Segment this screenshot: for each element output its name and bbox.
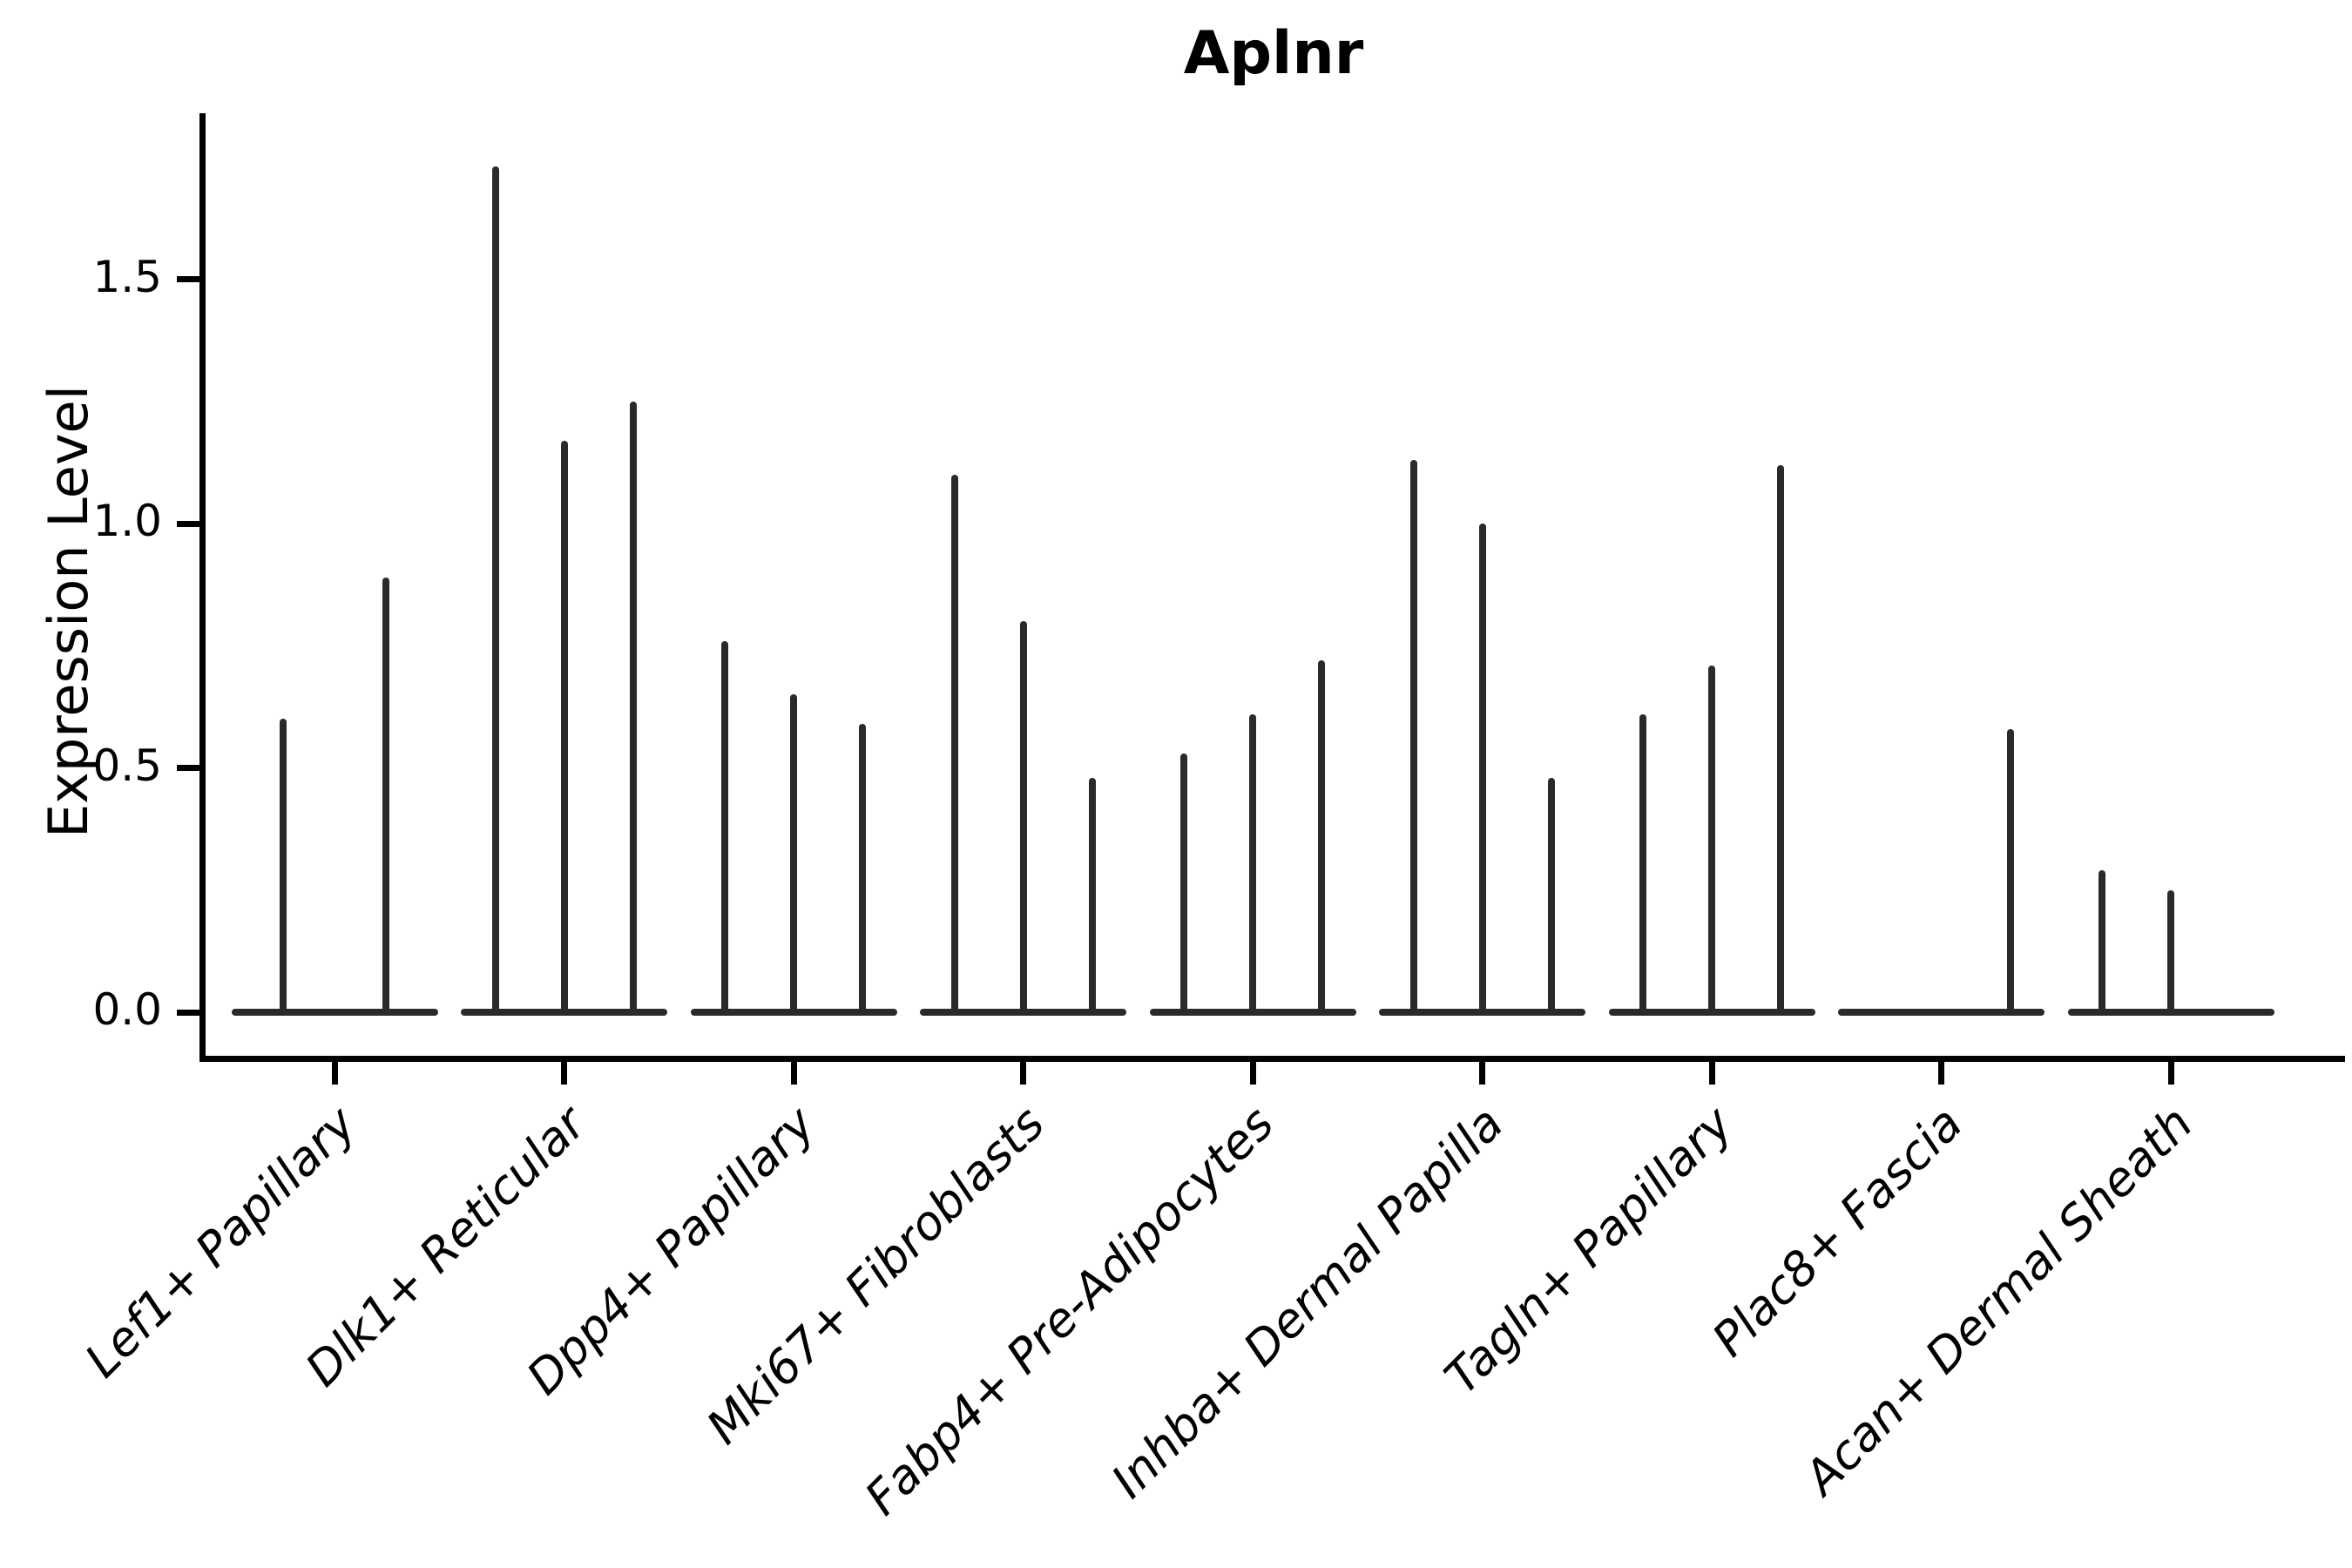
x-tick-mark — [1938, 1062, 1944, 1085]
y-tick-mark — [177, 520, 202, 527]
violin-spike — [859, 724, 866, 1014]
y-axis-spine — [199, 113, 206, 1062]
y-tick-mark — [177, 276, 202, 282]
y-tick-label: 1.5 — [92, 251, 162, 302]
violin-spike — [1318, 660, 1325, 1014]
violin-spike — [279, 719, 287, 1014]
y-tick-mark — [177, 765, 202, 771]
violin-baseline — [231, 1009, 438, 1016]
x-tick-mark — [1479, 1062, 1485, 1085]
violin-spike — [1708, 665, 1715, 1014]
y-tick-mark — [177, 1009, 202, 1016]
violin-spike — [1478, 524, 1486, 1014]
y-tick-label: 0.5 — [92, 740, 162, 791]
x-category-label: Inhba+ Dermal Papilla — [1101, 1096, 1515, 1509]
violin-baseline — [1838, 1009, 2044, 1016]
violin-spike — [2167, 889, 2174, 1014]
y-tick-label: 1.0 — [92, 496, 162, 547]
violin-spike — [560, 440, 568, 1014]
x-tick-mark — [2167, 1062, 2174, 1085]
violin-spike — [1180, 753, 1187, 1014]
x-category-label: Fabp4+ Pre-Adipocytes — [855, 1096, 1285, 1526]
violin-spike — [1019, 621, 1027, 1014]
violin-spike — [790, 694, 797, 1014]
violin-spike — [491, 166, 499, 1014]
violin-spike — [950, 474, 958, 1014]
violin-spike — [1639, 713, 1646, 1014]
x-axis-spine — [199, 1056, 2345, 1062]
x-tick-mark — [1249, 1062, 1256, 1085]
violin-spike — [721, 640, 728, 1014]
violin-spike — [1409, 460, 1417, 1014]
violin-spike — [1249, 713, 1256, 1014]
violin-spike — [2099, 870, 2105, 1014]
violin-spike — [1777, 464, 1784, 1014]
violin-spike — [2006, 728, 2014, 1014]
violin-spike — [1547, 777, 1555, 1014]
violin-spike — [1088, 777, 1096, 1014]
x-tick-mark — [331, 1062, 338, 1085]
violin-spike — [382, 577, 390, 1014]
x-tick-mark — [790, 1062, 797, 1085]
x-tick-mark — [1020, 1062, 1026, 1085]
y-tick-label: 0.0 — [92, 984, 162, 1036]
x-tick-mark — [561, 1062, 567, 1085]
x-tick-mark — [1708, 1062, 1715, 1085]
x-category-label: Acan+ Dermal Sheath — [1793, 1096, 2203, 1505]
chart-title: Aplnr — [1183, 19, 1364, 88]
violin-spike — [629, 401, 637, 1014]
